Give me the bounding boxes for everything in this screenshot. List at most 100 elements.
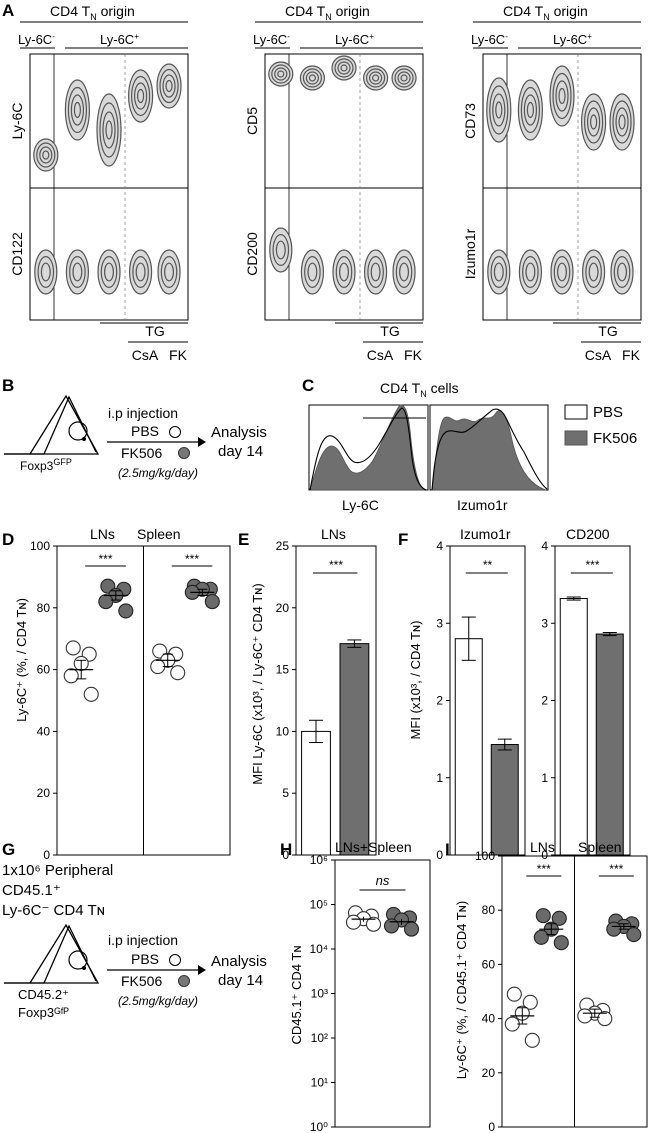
data-point-pbs bbox=[577, 1008, 593, 1024]
D-chart-y-tick: 100 bbox=[30, 539, 50, 553]
E-chart-y-tick: 5 bbox=[282, 786, 289, 800]
e-title: LNs bbox=[321, 526, 346, 542]
data-point-pbs bbox=[65, 640, 81, 656]
plot-y-bottom: CD122 bbox=[9, 232, 25, 276]
analysis-day: day 14 bbox=[218, 443, 263, 460]
chart-h: 10⁰ 10¹ 10² 10³ 10⁴ 10⁵ 10⁶ ns bbox=[309, 853, 431, 1133]
plot-header: CD4 TN origin bbox=[503, 3, 588, 22]
F2-chart-y-tick: 0 bbox=[541, 848, 548, 862]
chart-d: 0 20 40 60 80 100 *** *** bbox=[30, 539, 231, 862]
histogram-x-izumo1r: Izumo1r bbox=[457, 497, 508, 513]
g-mouse-line2: Foxp3ᴳᶠᴾ bbox=[18, 1005, 70, 1020]
i-group-spleen: Spleen bbox=[578, 839, 622, 855]
H-chart-frame bbox=[334, 859, 431, 1128]
f-title-cd200: CD200 bbox=[566, 526, 610, 542]
I-chart-y-tick: 80 bbox=[482, 903, 496, 917]
population-contour bbox=[96, 93, 122, 167]
F1-chart-y-tick: 3 bbox=[436, 616, 443, 630]
I-chart-y-tick: 20 bbox=[482, 1066, 496, 1080]
panel-letter-f: F bbox=[398, 530, 408, 549]
injection-label: i.p injection bbox=[108, 405, 178, 421]
mouse-strain: Foxp3GFP bbox=[20, 457, 72, 473]
panel-letter-a: A bbox=[2, 1, 14, 20]
treatment-csa: CsA bbox=[367, 347, 394, 363]
data-point-pbs bbox=[522, 994, 538, 1010]
data-point-fk506 bbox=[626, 927, 642, 943]
d-y-label: Ly-6C⁺ (%, / CD4 Tɴ) bbox=[14, 598, 29, 722]
panel-letter-h: H bbox=[280, 840, 292, 859]
E-chart-y-tick: 10 bbox=[276, 724, 290, 738]
panel-letter-c: C bbox=[302, 376, 314, 395]
bar-pbs bbox=[301, 730, 331, 856]
E-chart-y-tick: 15 bbox=[276, 663, 290, 677]
significance-label: *** bbox=[99, 552, 113, 566]
I-chart-y-tick: 0 bbox=[488, 1120, 495, 1133]
treatment-fk: FK bbox=[404, 347, 423, 363]
D-chart-y-tick: 60 bbox=[37, 663, 51, 677]
g-cells-line1: 1x10⁶ Peripheral bbox=[2, 862, 113, 879]
population-contour bbox=[128, 69, 154, 123]
plot-y-bottom: CD200 bbox=[244, 232, 260, 276]
data-point-pbs bbox=[506, 986, 522, 1002]
d-group-spleen: Spleen bbox=[137, 526, 181, 542]
panel-a-flow-plots: CD4 TN origin Ly-6C- Ly-6C+ Ly-6C CD122 TG CsA… bbox=[9, 3, 642, 363]
F1-chart-y-tick: 0 bbox=[436, 848, 443, 862]
F1-chart-y-tick: 4 bbox=[436, 539, 443, 553]
F2-chart-y-tick: 1 bbox=[541, 771, 548, 785]
g-analysis-label: Analysis bbox=[211, 953, 267, 970]
H-y-tick: 10¹ bbox=[311, 1076, 328, 1090]
plot-frame bbox=[482, 53, 642, 321]
plot-frame bbox=[29, 53, 189, 321]
gate-positive: Ly-6C+ bbox=[335, 32, 374, 47]
chart-i: 0 20 40 60 80 100 *** *** bbox=[475, 849, 648, 1133]
population-contour bbox=[609, 93, 635, 151]
legend-swatch-pbs bbox=[564, 404, 588, 420]
population-contour bbox=[64, 79, 91, 141]
H-y-tick: 10⁴ bbox=[309, 942, 328, 956]
panel-letter-g: G bbox=[2, 840, 15, 859]
D-chart-y-tick: 0 bbox=[43, 848, 50, 862]
panel-g-schematic: 1x10⁶ Peripheral CD45.1⁺ Ly-6C⁻ CD4 Tɴ C… bbox=[2, 862, 267, 1020]
panel-letter-i: I bbox=[445, 840, 450, 859]
E-chart-y-tick: 25 bbox=[276, 539, 290, 553]
g-mouse-line1: CD45.2⁺ bbox=[18, 987, 69, 1002]
treatment-fk: FK bbox=[169, 347, 188, 363]
bar-pbs bbox=[559, 598, 588, 856]
data-point-pbs bbox=[150, 658, 166, 675]
bar-fk506 bbox=[339, 643, 370, 856]
legend-fk506: FK506 bbox=[593, 430, 637, 447]
data-point-fk506 bbox=[118, 603, 134, 619]
D-chart-y-tick: 80 bbox=[37, 601, 51, 615]
F1-chart-y-tick: 1 bbox=[436, 771, 443, 785]
H-y-tick: 10⁰ bbox=[310, 1120, 328, 1133]
data-point-pbs bbox=[597, 1011, 613, 1027]
gate-positive: Ly-6C+ bbox=[100, 32, 139, 47]
F2-chart-y-tick: 4 bbox=[541, 539, 548, 553]
plot-y-top: CD73 bbox=[462, 103, 478, 139]
bar-fk506 bbox=[595, 633, 624, 856]
gate-positive: Ly-6C+ bbox=[553, 32, 592, 47]
significance-label: *** bbox=[609, 862, 623, 876]
H-y-tick: 10³ bbox=[311, 987, 328, 1001]
D-chart-y-tick: 20 bbox=[37, 786, 51, 800]
h-title: LNs+Spleen bbox=[335, 839, 412, 855]
H-y-tick: 10⁵ bbox=[310, 898, 328, 912]
data-point-pbs bbox=[365, 916, 382, 932]
i-y-label: Ly-6C⁺ (%, / CD45.1⁺ CD4 Tɴ) bbox=[454, 901, 469, 1079]
significance-label: *** bbox=[185, 552, 199, 566]
g-pbs-label: PBS bbox=[131, 951, 159, 967]
population-contour bbox=[549, 65, 575, 127]
significance-label: *** bbox=[329, 558, 343, 572]
panel-letter-e: E bbox=[238, 530, 249, 549]
F2-chart-y-tick: 3 bbox=[541, 616, 548, 630]
data-point-fk506 bbox=[553, 935, 569, 951]
h-y-label: CD45.1⁺ CD4 Tɴ bbox=[289, 945, 304, 1044]
data-point-pbs bbox=[345, 914, 362, 930]
treatment-tg: TG bbox=[598, 323, 617, 339]
pbs-label: PBS bbox=[131, 423, 159, 439]
data-point-pbs bbox=[83, 686, 99, 702]
data-point-pbs bbox=[170, 665, 186, 681]
E-chart-y-tick: 20 bbox=[276, 601, 290, 615]
e-y-label: MFI Ly-6C (x10³, / Ly-6C⁺ CD4 Tɴ) bbox=[250, 583, 265, 784]
